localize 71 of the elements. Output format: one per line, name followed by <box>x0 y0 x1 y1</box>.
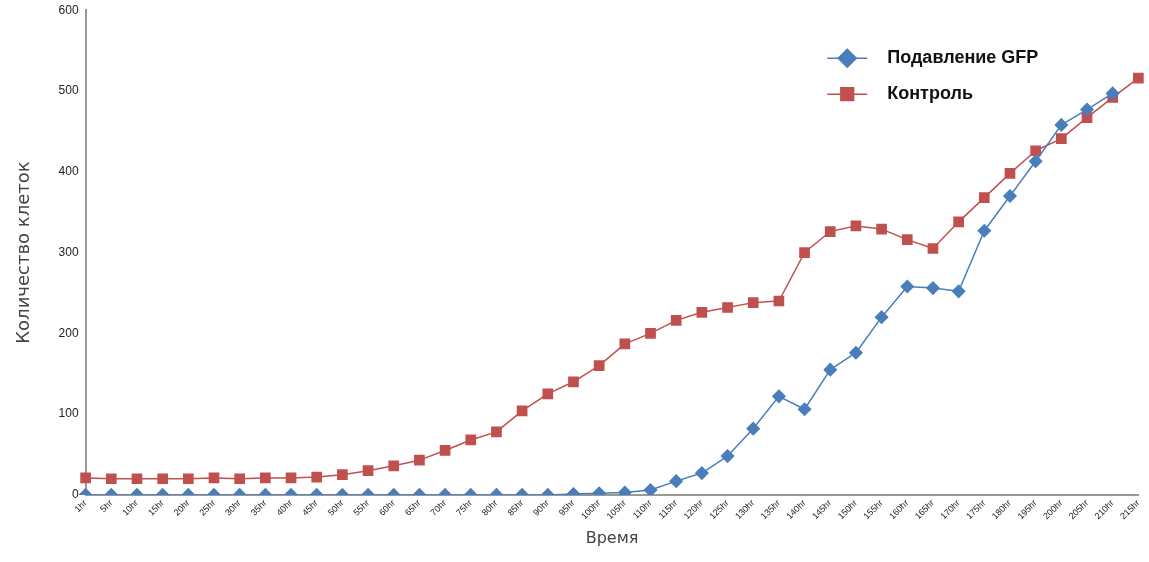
point <box>337 469 348 481</box>
point <box>1054 118 1069 132</box>
legend-label: Подавление GFP <box>887 47 1039 68</box>
point <box>491 426 502 438</box>
point <box>747 297 759 308</box>
point <box>799 247 810 258</box>
x-tick-label: 5hr <box>98 497 115 515</box>
point <box>311 471 323 483</box>
point <box>926 281 940 295</box>
point <box>465 434 477 446</box>
point <box>645 327 656 339</box>
point <box>696 306 708 318</box>
point <box>772 389 786 404</box>
point <box>953 216 964 228</box>
point <box>593 360 605 371</box>
point <box>824 226 836 237</box>
point <box>669 474 683 488</box>
point <box>157 473 168 485</box>
point <box>1105 86 1120 101</box>
point <box>977 223 992 238</box>
point <box>1080 102 1094 117</box>
y-tick-label: 500 <box>58 83 79 98</box>
point <box>823 362 837 377</box>
point <box>182 473 194 485</box>
point <box>260 472 271 484</box>
y-tick-label: 200 <box>58 325 79 340</box>
point <box>876 223 887 235</box>
legend-label: Контроль <box>887 83 973 104</box>
point <box>849 345 863 360</box>
point <box>414 454 425 466</box>
point <box>1003 189 1017 203</box>
x-axis-title: Время <box>585 527 639 547</box>
point <box>388 460 400 472</box>
point <box>951 284 966 299</box>
x-tick-label: 65hr <box>402 497 423 518</box>
x-tick-label: 45hr <box>300 497 320 518</box>
point <box>670 315 682 326</box>
point <box>978 192 990 203</box>
point <box>927 243 939 254</box>
point <box>1004 168 1016 179</box>
point <box>874 310 889 324</box>
y-axis-title: Количество клеток <box>12 161 34 344</box>
point <box>901 234 913 245</box>
point <box>1133 72 1144 84</box>
point <box>797 402 812 417</box>
point <box>1030 145 1041 157</box>
point <box>362 465 374 476</box>
point <box>1055 133 1067 144</box>
y-tick-label: 300 <box>58 244 79 259</box>
point <box>619 338 631 350</box>
point <box>900 279 915 294</box>
point <box>643 483 658 495</box>
point <box>234 473 246 485</box>
point <box>568 376 579 388</box>
point <box>746 421 760 436</box>
point <box>439 445 451 456</box>
x-tick-label: 60hr <box>377 497 397 518</box>
point <box>720 449 735 463</box>
y-tick-label: 400 <box>58 164 79 179</box>
x-tick-label: 75hr <box>454 497 474 518</box>
point <box>542 388 554 400</box>
point <box>695 466 709 480</box>
y-tick-label: 100 <box>58 406 79 421</box>
point <box>131 473 143 485</box>
point <box>80 472 91 484</box>
x-tick-label: 70hr <box>428 497 449 518</box>
point <box>105 473 117 485</box>
x-tick-label: 40hr <box>274 497 295 518</box>
point <box>722 302 733 313</box>
y-tick-label: 600 <box>58 2 79 17</box>
point <box>1028 154 1043 169</box>
